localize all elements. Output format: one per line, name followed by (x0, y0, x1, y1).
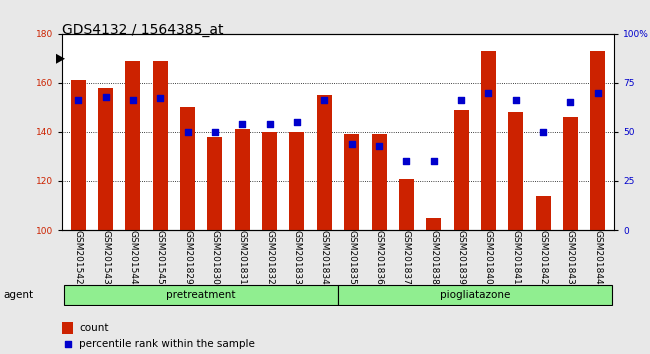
Text: piogliatazone: piogliatazone (439, 290, 510, 300)
Bar (590, 51, 605, 230)
Bar (536, 196, 551, 230)
Bar (399, 178, 414, 230)
Bar (71, 80, 86, 230)
Point (538, 129, 549, 135)
Point (237, 121, 248, 127)
Bar (207, 137, 222, 230)
Point (210, 129, 220, 135)
Text: GSM201829: GSM201829 (183, 230, 192, 285)
Text: GSM201839: GSM201839 (456, 230, 465, 285)
Point (155, 96, 165, 101)
Bar (262, 132, 277, 230)
Point (73, 98, 83, 103)
Bar (98, 88, 113, 230)
Bar (454, 110, 469, 230)
Bar (153, 61, 168, 230)
Text: GSM201831: GSM201831 (238, 230, 247, 285)
Text: GSM201842: GSM201842 (539, 230, 548, 285)
Bar (508, 112, 523, 230)
Bar (289, 132, 304, 230)
Text: GSM201840: GSM201840 (484, 230, 493, 285)
Text: GSM201844: GSM201844 (593, 230, 603, 285)
Text: GSM201838: GSM201838 (429, 230, 438, 285)
Text: GSM201545: GSM201545 (156, 230, 164, 285)
Text: GSM201837: GSM201837 (402, 230, 411, 285)
Text: percentile rank within the sample: percentile rank within the sample (79, 339, 255, 349)
Text: GSM201835: GSM201835 (347, 230, 356, 285)
Text: GSM201543: GSM201543 (101, 230, 110, 285)
Text: GSM201834: GSM201834 (320, 230, 329, 285)
Point (265, 121, 275, 127)
Bar (481, 51, 496, 230)
Text: GSM201542: GSM201542 (73, 230, 83, 285)
Point (346, 141, 357, 147)
Point (183, 129, 193, 135)
FancyBboxPatch shape (338, 285, 612, 305)
Point (483, 90, 493, 95)
Text: GSM201836: GSM201836 (374, 230, 384, 285)
Point (319, 98, 330, 103)
Bar (180, 107, 195, 230)
Point (374, 143, 384, 148)
Point (511, 98, 521, 103)
Text: GSM201841: GSM201841 (512, 230, 520, 285)
Text: GDS4132 / 1564385_at: GDS4132 / 1564385_at (62, 23, 223, 37)
Text: pretreatment: pretreatment (166, 290, 236, 300)
Point (593, 90, 603, 95)
Bar (235, 130, 250, 230)
Bar (563, 117, 578, 230)
Text: GSM201832: GSM201832 (265, 230, 274, 285)
Point (566, 99, 576, 105)
Point (127, 98, 138, 103)
Point (62, 341, 73, 347)
Point (456, 98, 466, 103)
Bar (125, 61, 140, 230)
Bar (372, 134, 387, 230)
Text: count: count (79, 323, 109, 333)
Polygon shape (56, 54, 65, 64)
Bar (62, 322, 73, 334)
Point (100, 94, 110, 99)
Text: GSM201843: GSM201843 (566, 230, 575, 285)
Point (401, 159, 411, 164)
Bar (344, 134, 359, 230)
FancyBboxPatch shape (64, 285, 338, 305)
Bar (426, 218, 441, 230)
Text: GSM201833: GSM201833 (292, 230, 302, 285)
Point (428, 159, 439, 164)
Text: GSM201830: GSM201830 (211, 230, 220, 285)
Text: agent: agent (3, 290, 33, 300)
Point (292, 119, 302, 125)
Text: GSM201544: GSM201544 (128, 230, 137, 285)
Bar (317, 95, 332, 230)
